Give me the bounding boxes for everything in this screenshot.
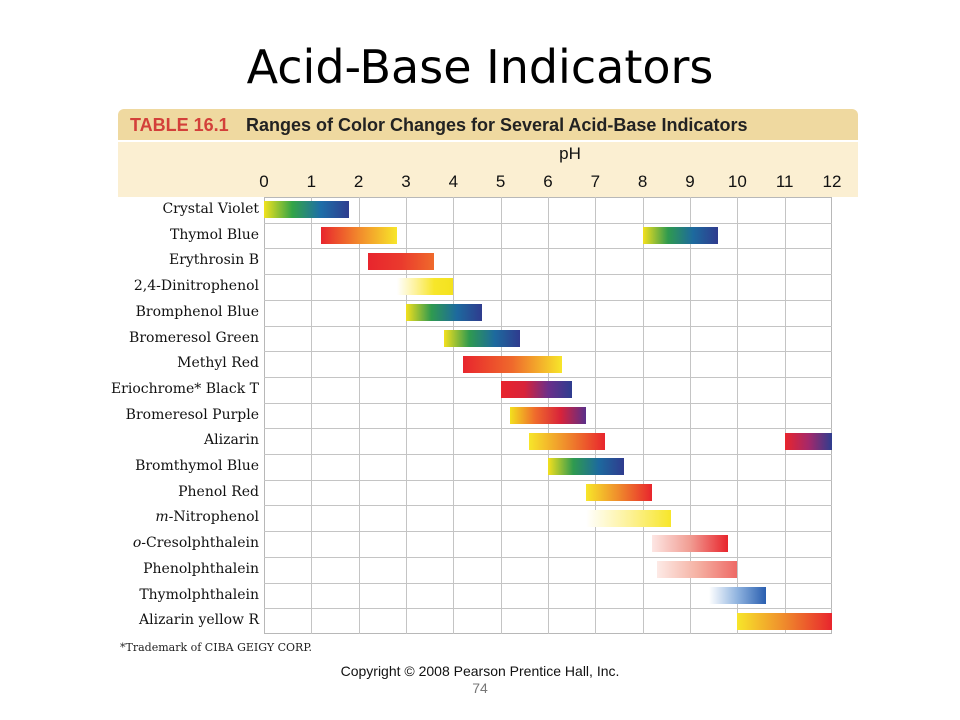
color-range-bar [585,509,672,527]
grid-vline [690,197,691,634]
color-range-bar [656,561,738,579]
table-caption: Ranges of Color Changes for Several Acid… [246,115,748,135]
indicator-name: Phenol Red [178,483,259,500]
color-range-bar [368,252,435,270]
grid-vline [737,197,739,634]
ph-axis-label: pH [559,144,581,163]
ph-tick-4: 4 [448,172,459,191]
indicator-name: Bromphenol Blue [135,303,259,320]
grid-hline [264,479,832,481]
table-caption-bar: TABLE 16.1 Ranges of Color Changes for S… [118,109,858,140]
indicator-name-prefix: m [155,509,169,526]
color-range-bar [548,458,624,476]
color-range-bar [462,355,563,373]
color-range-bar [737,612,832,630]
indicator-name: Phenolphthalein [143,560,259,577]
ph-tick-8: 8 [637,172,648,191]
grid-vline [595,197,597,634]
table-header-band [118,142,858,197]
grid-hline [264,608,832,610]
grid-hline [264,582,832,584]
page-number: 74 [472,680,488,696]
ph-tick-1: 1 [306,172,317,191]
ph-tick-3: 3 [401,172,411,191]
indicator-name: Bromeresol Purple [125,406,259,423]
indicator-name: Bromeresol Green [129,329,259,346]
ph-tick-7: 7 [590,172,601,191]
grid-vline [311,197,313,634]
grid-hline [264,376,832,378]
grid-hline [264,248,832,250]
indicator-name: Eriochrome* Black T [110,380,259,397]
table-number: TABLE 16.1 [130,115,229,135]
indicator-name: Thymol Blue [170,226,259,243]
slide-title: Acid-Base Indicators [246,40,714,94]
grid-hline [264,274,832,276]
ph-tick-12: 12 [822,172,842,191]
indicator-name: Alizarin yellow R [139,612,259,629]
grid-hline [264,222,832,224]
indicator-name-prefix: o [132,535,142,552]
grid-hline [264,454,832,455]
grid-vline [500,197,502,634]
color-range-bar [320,227,397,245]
indicator-name: Methyl Red [177,355,259,372]
ph-tick-9: 9 [685,172,695,191]
ph-tick-11: 11 [775,172,794,191]
grid-vline [358,197,360,634]
indicator-name: Thymolphthalein [139,586,259,603]
ph-tick-0: 0 [259,172,269,191]
indicator-name: 2,4-Dinitrophenol [133,278,259,295]
color-range-bar [708,586,766,604]
color-range-bar [443,329,520,347]
color-range-bar [642,227,719,245]
grid-hline [264,505,832,507]
grid-hline [264,428,832,430]
color-range-bar [529,432,605,450]
color-range-bar [784,432,832,450]
grid-hline [264,531,832,533]
grid-vline [642,197,644,634]
color-range-bar [585,484,653,502]
grid-vline [406,197,407,634]
color-range-bar [396,278,454,296]
ph-tick-10: 10 [727,172,747,191]
grid-hline [264,556,832,558]
color-range-bar [406,304,482,322]
indicator-name: Alizarin [204,432,259,449]
indicator-name: m-Nitrophenol [155,509,259,526]
table-footnote: *Trademark of CIBA GEIGY CORP. [120,641,312,654]
grid-vline [784,197,786,634]
color-range-bar [510,406,586,424]
indicator-name: Crystal Violet [162,201,259,217]
color-range-bar [264,201,350,219]
ph-tick-2: 2 [353,172,364,191]
ph-tick-5: 5 [495,172,506,191]
grid-vline [453,197,455,634]
color-range-bar [500,381,572,399]
indicator-name: o-Cresolphthalein [132,535,259,552]
copyright-notice: Copyright © 2008 Pearson Prentice Hall, … [340,663,620,679]
indicator-name: Bromthymol Blue [135,458,259,474]
indicator-name: Erythrosin B [168,252,259,269]
grid-hline [264,351,832,353]
grid-hline [264,325,832,327]
color-range-bar [652,535,728,553]
grid-hline [264,402,832,404]
grid-hline [264,299,832,301]
ph-tick-6: 6 [543,172,553,191]
